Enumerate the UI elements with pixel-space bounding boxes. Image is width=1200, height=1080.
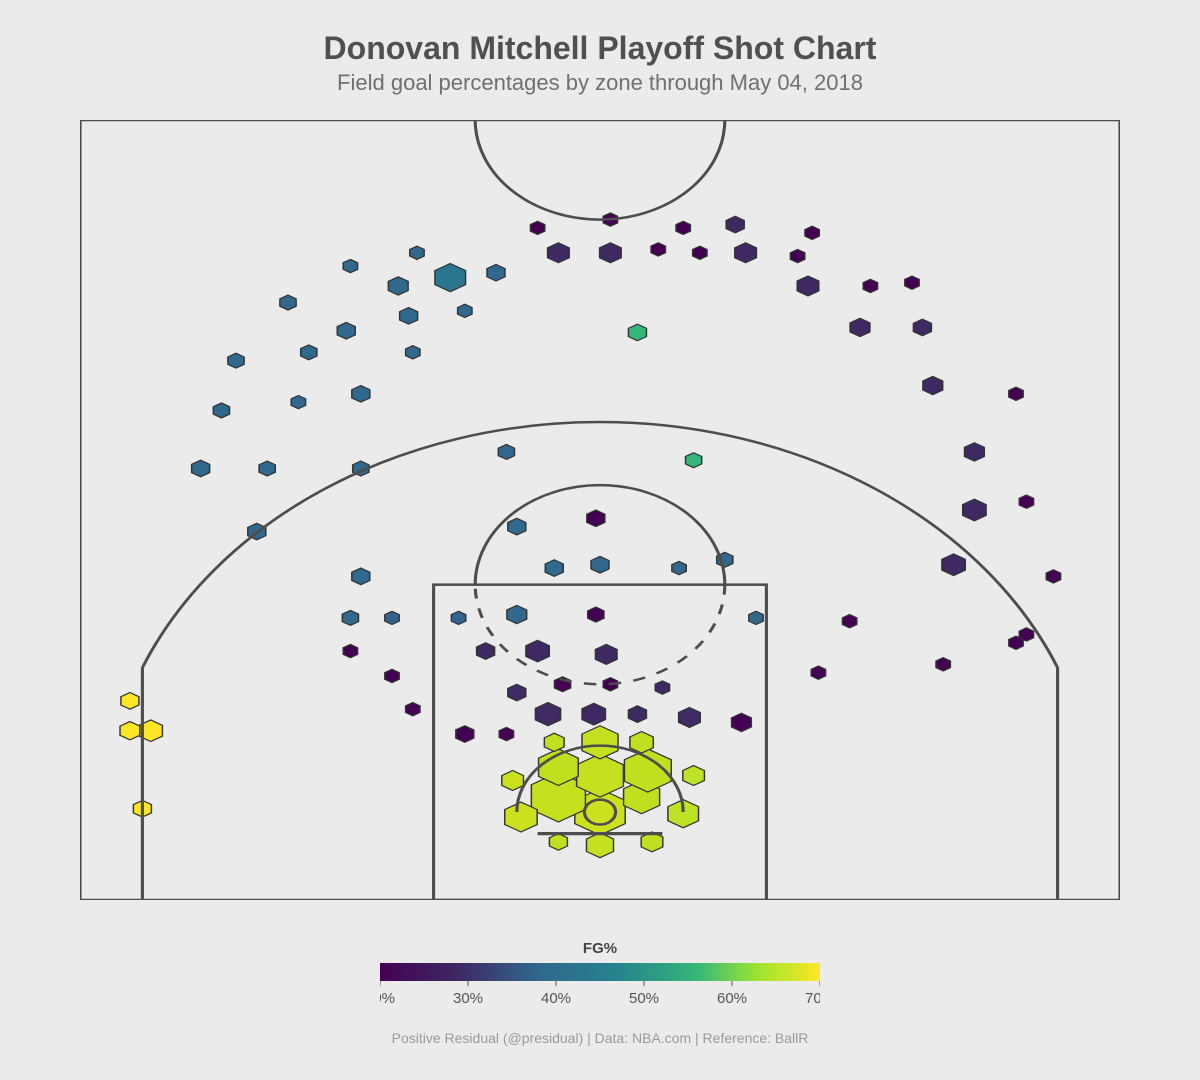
shot-hex (530, 221, 544, 234)
shot-hex (588, 607, 604, 622)
court-svg (80, 120, 1120, 900)
shot-hex (651, 243, 665, 256)
shot-hex (259, 461, 275, 476)
shot-hex (964, 443, 984, 461)
shot-hex (228, 353, 244, 368)
shot-hex (749, 611, 763, 624)
shot-hex (280, 295, 296, 310)
legend-title: FG% (0, 940, 1200, 957)
credit-line: Positive Residual (@presidual) | Data: N… (0, 1030, 1200, 1046)
chart-title: Donovan Mitchell Playoff Shot Chart (0, 30, 1200, 67)
shot-hex (435, 264, 466, 292)
shot-hex (732, 713, 752, 731)
shot-hex (458, 304, 472, 317)
shot-hex (963, 499, 986, 521)
shot-hex (456, 726, 474, 743)
shot-hex (301, 345, 317, 360)
shot-hex (735, 243, 757, 263)
shot-hex (535, 703, 560, 726)
shot-hex (451, 611, 465, 624)
shot-hex (726, 216, 744, 233)
legend-tick-label: 20% (380, 990, 395, 1007)
shot-hex (406, 346, 420, 359)
shot-hex (499, 727, 513, 740)
shot-hex (683, 766, 705, 786)
shot-hex (672, 561, 686, 574)
shot-hex (343, 259, 357, 272)
court-area (80, 120, 1120, 900)
shot-hex (388, 277, 408, 295)
shot-hex (600, 243, 622, 263)
shot-hex (1019, 628, 1033, 641)
shot-hex (797, 276, 819, 296)
shot-hex (655, 681, 669, 694)
shot-hex (120, 722, 140, 740)
shot-hex (337, 322, 355, 339)
shot-hex (192, 460, 210, 477)
shot-hex (502, 771, 524, 791)
shot-hex (1046, 570, 1060, 583)
shot-hex (923, 376, 943, 394)
shot-hex (406, 703, 420, 716)
legend-tick-label: 60% (717, 990, 747, 1007)
shot-hex (342, 610, 358, 625)
legend-tick-label: 50% (629, 990, 659, 1007)
shot-hex (121, 693, 139, 710)
legend-tick-label: 30% (453, 990, 483, 1007)
shot-hex (942, 554, 965, 576)
shot-hex (548, 243, 570, 263)
shot-chart-container: Donovan Mitchell Playoff Shot Chart Fiel… (0, 0, 1200, 1080)
shot-hex (385, 669, 399, 682)
shot-hex (582, 703, 605, 725)
shot-hex (343, 644, 357, 657)
shot-hex (385, 611, 399, 624)
shot-hex (213, 403, 229, 418)
shot-hex (679, 707, 701, 727)
shot-hex (811, 666, 825, 679)
shot-hex (544, 733, 564, 751)
shot-hex (595, 644, 617, 664)
shot-hex (400, 308, 418, 325)
shot-hex (676, 221, 690, 234)
shot-hex (913, 319, 931, 336)
shot-hex (582, 726, 618, 759)
shot-hex (805, 226, 819, 239)
shot-hex (790, 249, 804, 262)
shot-hex (410, 246, 424, 259)
shot-hex (487, 264, 505, 281)
shot-hex (850, 318, 870, 336)
shot-hex (549, 834, 567, 851)
shot-hex (685, 453, 701, 468)
legend-tick-label: 70% (805, 990, 820, 1007)
shot-hex (693, 246, 707, 259)
shot-hex (863, 279, 877, 292)
shot-hex (586, 833, 613, 858)
shot-hex (587, 510, 605, 527)
legend: FG% 20% 30% 40% 50% 60% 70% (0, 940, 1200, 1009)
shot-hex (526, 640, 549, 662)
shot-hex (842, 615, 856, 628)
shot-hex (905, 276, 919, 289)
shot-hex (1009, 387, 1023, 400)
shot-hex (508, 684, 526, 701)
shot-hex (591, 556, 609, 573)
shot-hex (291, 395, 305, 408)
shot-hex (507, 605, 527, 623)
shot-hex (936, 658, 950, 671)
shot-hex (628, 706, 646, 723)
shot-hex (628, 324, 646, 341)
shot-hex (545, 560, 563, 577)
shot-hex (352, 568, 370, 585)
shot-hex (498, 444, 514, 459)
shot-hex (352, 386, 370, 403)
shot-hex (508, 518, 526, 535)
chart-subtitle: Field goal percentages by zone through M… (0, 70, 1200, 96)
shot-hex (477, 643, 495, 660)
shot-hex (1019, 495, 1033, 508)
legend-bar: 20% 30% 40% 50% 60% 70% (380, 963, 820, 1009)
legend-tick-label: 40% (541, 990, 571, 1007)
